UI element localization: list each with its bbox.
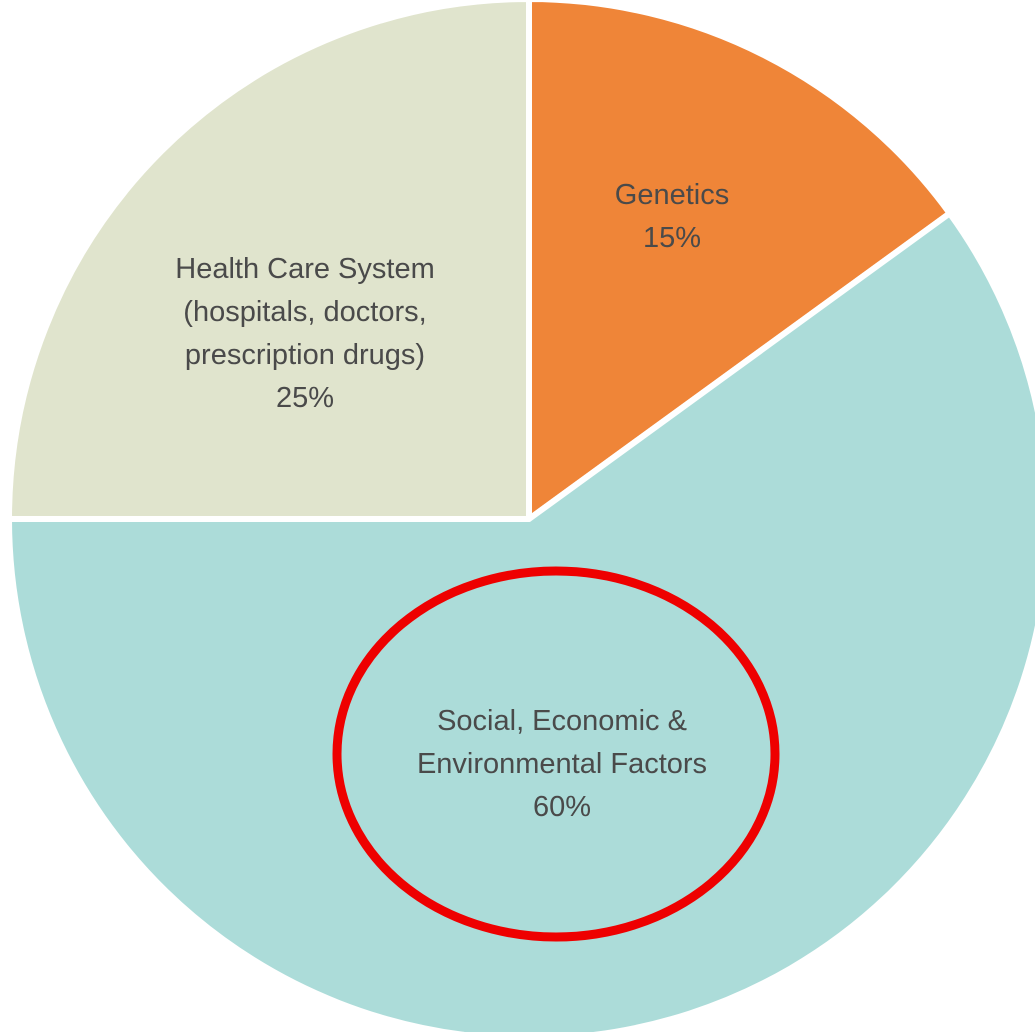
slice-label-genetics: Genetics 15% [615, 179, 729, 254]
slice-label-line: 15% [643, 222, 701, 254]
slice-label-health-care-system: Health Care System (hospitals, doctors, pr… [175, 253, 435, 414]
slice-label-line: Health Care System [175, 253, 435, 285]
highlight-ellipse-annotation [332, 566, 780, 942]
slice-genetics [526, 0, 953, 522]
slice-label-line: (hospitals, doctors, [183, 296, 426, 328]
slice-label-line: Genetics [615, 179, 729, 211]
pie-slices [6, 0, 1035, 1032]
slice-health-care-system [6, 0, 532, 522]
slice-label-line: Environmental Factors [417, 748, 707, 780]
slice-label-line: 25% [276, 382, 334, 414]
slice-label-line: prescription drugs) [185, 339, 425, 371]
slice-label-social-economic-environmental-factors: Social, Economic & Environmental Factors 6… [417, 705, 707, 823]
slice-labels: Genetics 15% Social, Economic & Environment… [175, 179, 729, 823]
slice-label-line: 60% [533, 791, 591, 823]
slice-label-line: Social, Economic & [437, 705, 687, 737]
slice-social-economic-environmental-factors [6, 210, 1035, 1032]
